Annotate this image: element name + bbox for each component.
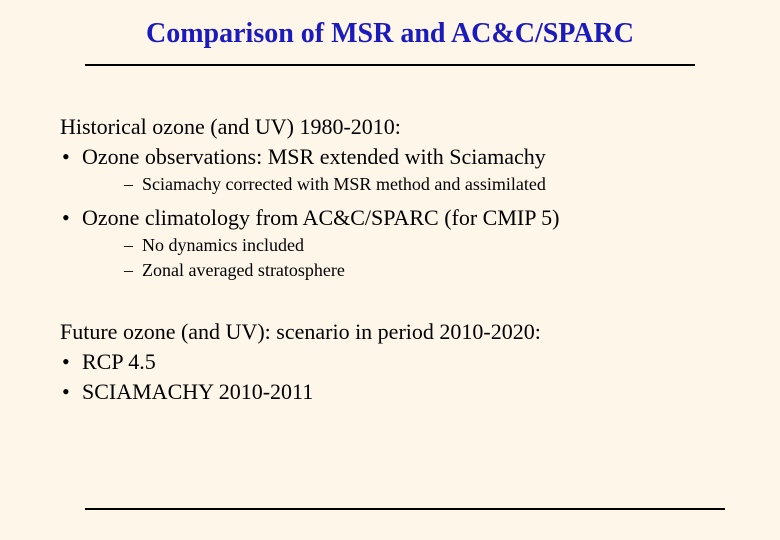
sub-item: Sciamachy corrected with MSR method and … <box>124 174 720 195</box>
section2-intro: Future ozone (and UV): scenario in perio… <box>60 319 720 345</box>
section1-intro: Historical ozone (and UV) 1980-2010: <box>60 114 720 140</box>
slide-container: Comparison of MSR and AC&C/SPARC Histori… <box>0 0 780 540</box>
bullet-text: Ozone climatology from AC&C/SPARC (for C… <box>82 205 560 230</box>
bullet-text: SCIAMACHY 2010-2011 <box>82 379 313 404</box>
bullet-item: Ozone observations: MSR extended with Sc… <box>60 144 720 195</box>
bullet-item: SCIAMACHY 2010-2011 <box>60 379 720 405</box>
section2-bullets: RCP 4.5 SCIAMACHY 2010-2011 <box>60 349 720 405</box>
sub-list: Sciamachy corrected with MSR method and … <box>124 174 720 195</box>
sub-item: Zonal averaged stratosphere <box>124 260 720 281</box>
top-divider <box>85 64 695 66</box>
slide-title: Comparison of MSR and AC&C/SPARC <box>55 18 725 50</box>
bullet-item: Ozone climatology from AC&C/SPARC (for C… <box>60 205 720 281</box>
bullet-item: RCP 4.5 <box>60 349 720 375</box>
section1-bullets: Ozone observations: MSR extended with Sc… <box>60 144 720 281</box>
slide-content: Historical ozone (and UV) 1980-2010: Ozo… <box>55 114 725 405</box>
bullet-text: RCP 4.5 <box>82 349 156 374</box>
sub-list: No dynamics included Zonal averaged stra… <box>124 235 720 281</box>
sub-item: No dynamics included <box>124 235 720 256</box>
bottom-divider <box>85 508 725 510</box>
bullet-text: Ozone observations: MSR extended with Sc… <box>82 144 546 169</box>
section-gap <box>60 291 720 319</box>
